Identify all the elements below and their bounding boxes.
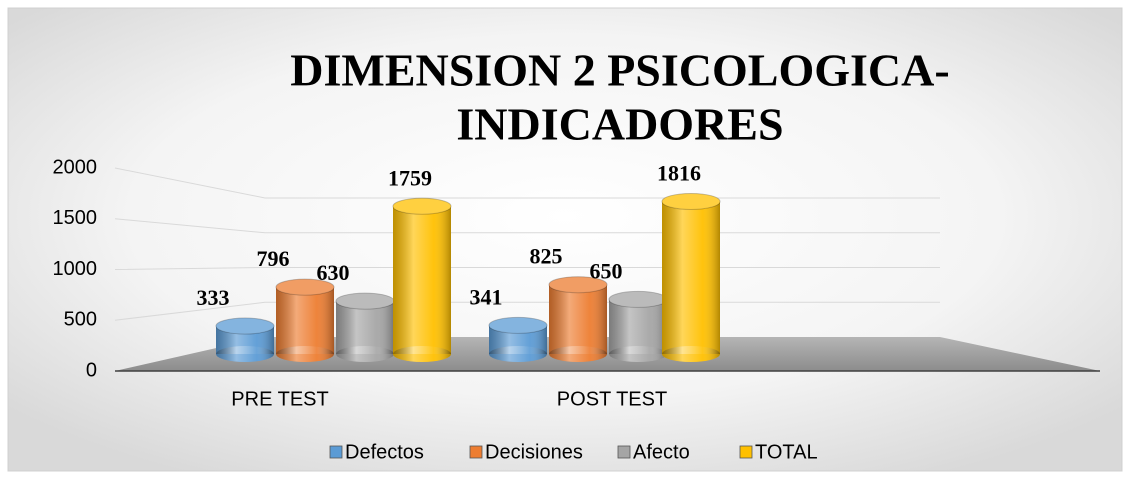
legend-label: TOTAL — [755, 441, 818, 463]
legend-swatch — [469, 445, 483, 459]
chart-title: DIMENSION 2 PSICOLOGICA- — [290, 45, 949, 96]
bar-shade — [336, 301, 394, 354]
bar — [608, 290, 668, 362]
bar-top-light — [276, 279, 334, 296]
bar-bottom-shade — [276, 346, 334, 362]
legend-label: Defectos — [345, 441, 424, 463]
y-tick-label: 500 — [64, 309, 97, 331]
value-label: 630 — [317, 260, 350, 285]
bar — [335, 292, 395, 362]
bar-bottom-shade — [662, 346, 720, 362]
value-label: 1816 — [657, 161, 701, 186]
bar-bottom-shade — [549, 346, 607, 362]
bar-top — [488, 316, 548, 334]
bar-top-light — [489, 317, 547, 334]
bar — [661, 192, 721, 362]
value-label: 796 — [257, 246, 290, 271]
bar-shade — [393, 206, 451, 354]
chart-title: INDICADORES — [456, 99, 783, 150]
bar-shade — [662, 201, 720, 354]
x-tick-label: PRE TEST — [231, 388, 328, 410]
bar-top — [215, 317, 275, 335]
bar-bottom-shade — [393, 346, 451, 362]
legend-swatch — [329, 445, 343, 459]
y-tick-label: 1000 — [53, 258, 98, 280]
bar-bottom-shade — [489, 346, 547, 362]
value-label: 341 — [470, 284, 503, 309]
bar-shade — [609, 299, 667, 354]
bar — [215, 317, 275, 362]
bar-top-light — [662, 193, 720, 210]
bar-bottom-shade — [216, 346, 274, 362]
bar-shade — [276, 287, 334, 354]
bar-bottom-shade — [336, 346, 394, 362]
legend-swatch — [739, 445, 753, 459]
legend-label: Afecto — [633, 441, 690, 463]
x-tick-label: POST TEST — [557, 388, 667, 410]
bar-top-light — [549, 276, 607, 293]
bar-top — [661, 192, 721, 210]
bar-shade — [549, 284, 607, 354]
y-tick-label: 1500 — [53, 207, 98, 229]
value-label: 825 — [530, 244, 563, 269]
y-tick-label: 2000 — [53, 156, 98, 178]
bar — [392, 197, 452, 362]
bar — [275, 278, 335, 362]
bar-top-light — [393, 198, 451, 215]
bar-top-light — [336, 293, 394, 310]
legend-label: Decisiones — [485, 441, 583, 463]
bar-top — [275, 278, 335, 296]
legend-swatch — [617, 445, 631, 459]
bar — [488, 316, 548, 362]
value-label: 1759 — [388, 165, 432, 190]
chart-area — [7, 7, 1123, 472]
bar — [548, 276, 608, 362]
plot: 333 796 630 1759 341 825 650 1816 — [197, 161, 721, 362]
bar-top-light — [609, 291, 667, 308]
value-label: 333 — [197, 285, 230, 310]
bar-top-light — [216, 318, 274, 335]
bar-bottom-shade — [609, 346, 667, 362]
value-label: 650 — [590, 258, 623, 283]
bar-top — [548, 276, 608, 294]
bar-top — [392, 197, 452, 215]
y-tick-label: 0 — [86, 359, 97, 381]
